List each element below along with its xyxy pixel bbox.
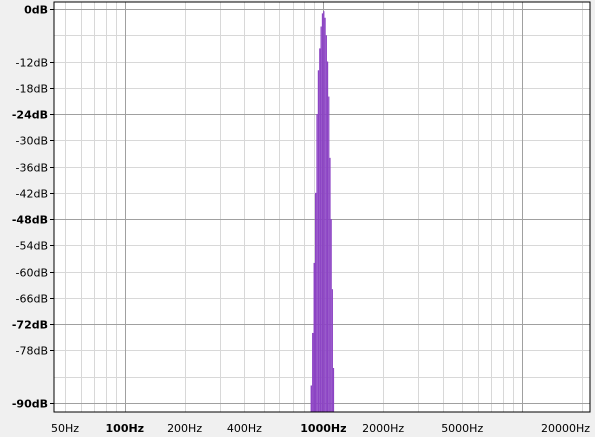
y-tick-label: -48dB xyxy=(12,214,48,227)
x-tick-label: 20000Hz xyxy=(541,422,590,435)
x-tick-label: 100Hz xyxy=(106,422,145,435)
spectrum-bar xyxy=(331,219,332,412)
x-axis-labels: 50Hz 100Hz 200Hz 400Hz 1000Hz 2000Hz 5000Hz 200… xyxy=(51,422,590,435)
spectrum-bar xyxy=(314,263,315,412)
spectrum-bar xyxy=(319,48,320,412)
spectrum-bar xyxy=(312,333,313,412)
spectrum-bar xyxy=(318,70,319,412)
y-tick-label: -72dB xyxy=(12,319,48,332)
y-tick-label: -90dB xyxy=(12,398,48,411)
y-tick-label: -12dB xyxy=(16,57,49,70)
spectrum-bar xyxy=(321,27,322,412)
spectrum-bar xyxy=(332,289,333,412)
x-tick-label: 400Hz xyxy=(227,422,262,435)
y-tick-label: -36dB xyxy=(16,162,49,175)
spectrum-bar xyxy=(315,193,316,412)
spectrum-bar xyxy=(328,97,329,412)
spectrum-bar xyxy=(322,13,323,412)
y-tick-label: -60dB xyxy=(16,267,49,280)
x-tick-label: 200Hz xyxy=(167,422,202,435)
spectrum-bar xyxy=(323,11,324,412)
spectrum-bar xyxy=(324,18,325,412)
y-axis-ticks xyxy=(50,10,54,404)
spectrum-bar xyxy=(327,62,328,412)
x-tick-label: 1000Hz xyxy=(300,422,346,435)
y-tick-label: -24dB xyxy=(12,109,48,122)
spectrum-bar xyxy=(311,385,312,412)
y-tick-label: -30dB xyxy=(16,135,49,148)
spectrum-bar xyxy=(333,368,334,412)
y-tick-label: 0dB xyxy=(24,4,48,17)
y-axis-labels: 0dB -12dB -18dB -24dB -30dB -36dB -42dB -48dB -5… xyxy=(12,4,48,411)
x-tick-label: 50Hz xyxy=(51,422,79,435)
y-tick-label: -18dB xyxy=(16,83,49,96)
x-tick-label: 2000Hz xyxy=(362,422,404,435)
x-tick-label: 5000Hz xyxy=(441,422,483,435)
spectrum-bar xyxy=(329,158,330,412)
spectrum-bar xyxy=(316,114,317,412)
y-tick-label: -66dB xyxy=(16,293,49,306)
y-tick-label: -42dB xyxy=(16,188,49,201)
y-tick-label: -78dB xyxy=(16,345,49,358)
spectrum-bar xyxy=(326,35,327,412)
y-tick-label: -54dB xyxy=(16,240,49,253)
